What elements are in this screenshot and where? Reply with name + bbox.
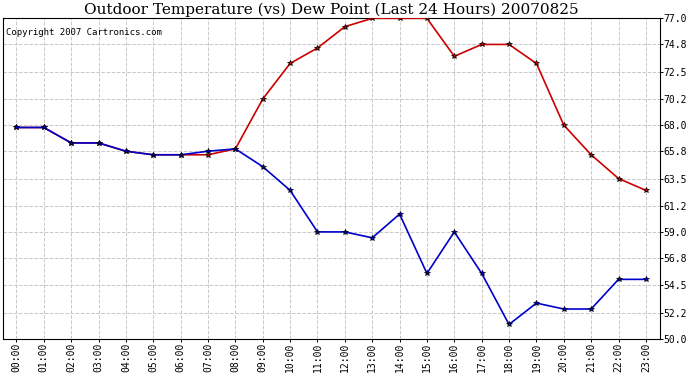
Text: Copyright 2007 Cartronics.com: Copyright 2007 Cartronics.com bbox=[6, 28, 162, 37]
Title: Outdoor Temperature (vs) Dew Point (Last 24 Hours) 20070825: Outdoor Temperature (vs) Dew Point (Last… bbox=[84, 3, 578, 17]
